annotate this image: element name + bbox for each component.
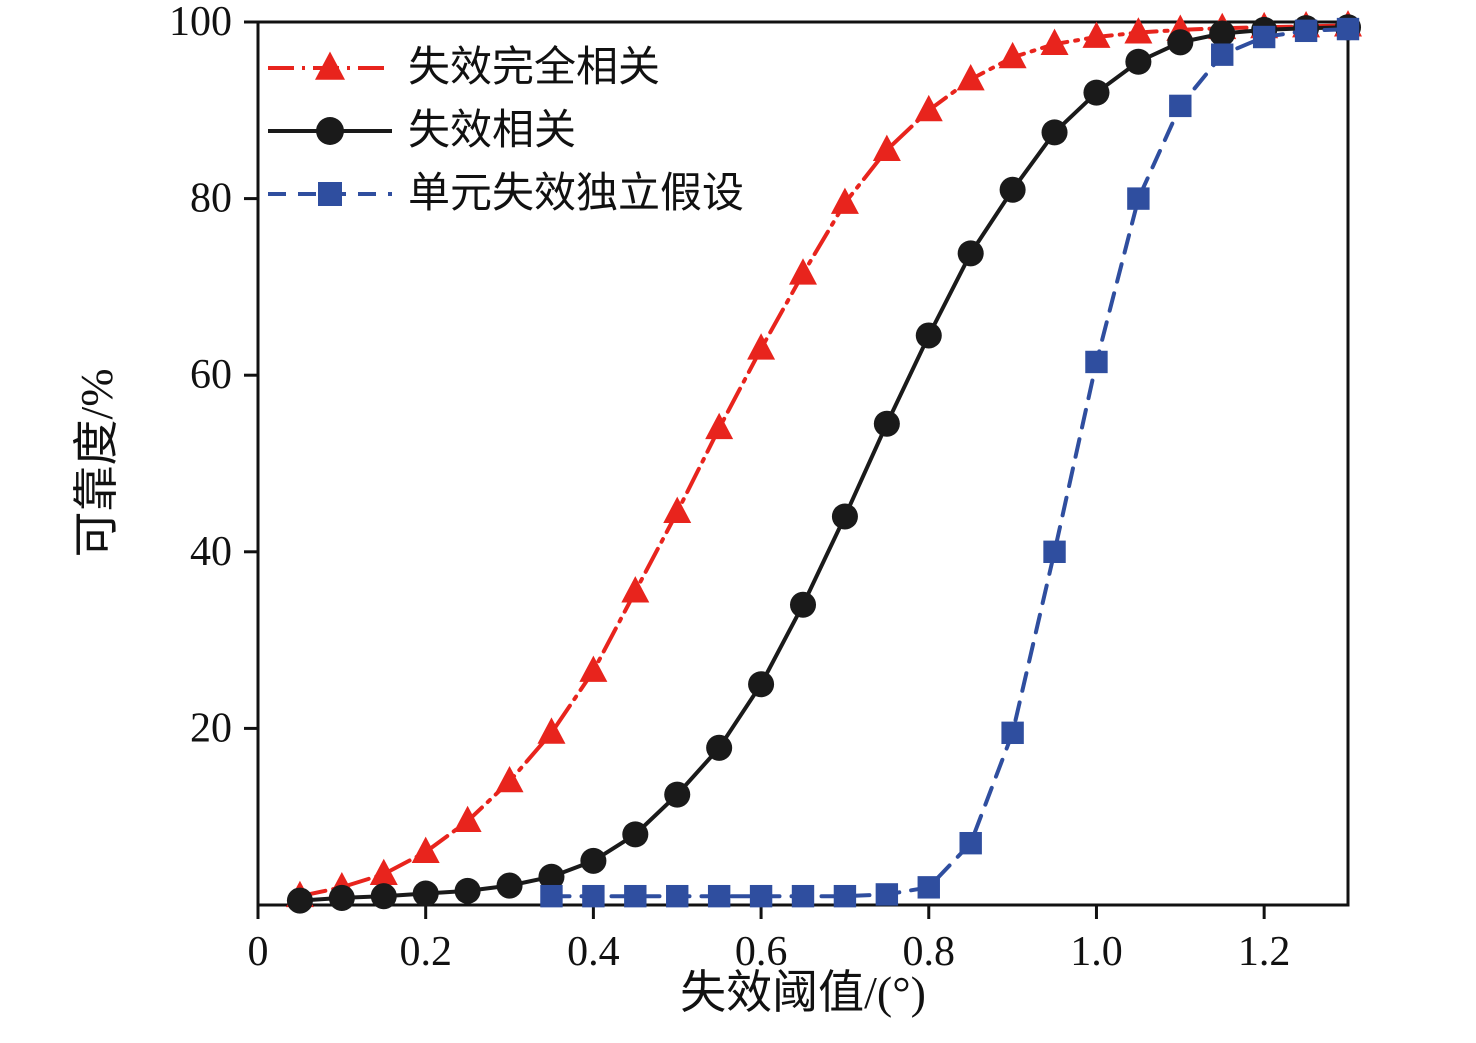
series-marker-1 xyxy=(957,240,984,267)
series-marker-1 xyxy=(286,887,313,914)
series-marker-1 xyxy=(1083,79,1110,106)
series-marker-2 xyxy=(833,884,857,908)
series-marker-0 xyxy=(579,655,608,682)
series-marker-1 xyxy=(1041,119,1068,146)
series-marker-2 xyxy=(1043,540,1066,563)
series-marker-2 xyxy=(1085,350,1108,374)
y-tick-label: 20 xyxy=(190,705,232,751)
series-marker-0 xyxy=(830,187,859,214)
x-tick-label: 1.2 xyxy=(1238,929,1291,975)
series-marker-0 xyxy=(705,412,734,440)
legend-label: 单元失效独立假设 xyxy=(408,170,744,217)
series-marker-0 xyxy=(1040,28,1069,55)
series-marker-0 xyxy=(956,63,985,91)
legend-square-icon xyxy=(318,182,342,206)
y-tick-label: 60 xyxy=(190,352,232,398)
series-marker-2 xyxy=(917,876,940,899)
series-marker-2 xyxy=(666,884,689,908)
series-marker-0 xyxy=(1082,21,1111,48)
series-marker-2 xyxy=(540,884,563,908)
series-marker-0 xyxy=(537,717,566,744)
series-marker-0 xyxy=(1124,17,1153,44)
legend-circle-icon xyxy=(316,117,344,145)
series-marker-0 xyxy=(495,765,524,793)
legend-triangle-icon xyxy=(315,51,345,80)
y-axis-ticks: 20 40 60 80 100 xyxy=(169,0,258,751)
series-marker-2 xyxy=(624,884,647,908)
legend-item: 失效相关 xyxy=(268,108,576,154)
x-tick-label: 0.2 xyxy=(399,929,452,975)
series-marker-2 xyxy=(1001,721,1024,745)
series-marker-0 xyxy=(747,333,776,360)
series-marker-1 xyxy=(999,176,1026,203)
series-marker-1 xyxy=(664,781,691,808)
series-marker-2 xyxy=(791,884,815,908)
series-marker-1 xyxy=(1167,29,1194,56)
y-tick-label: 80 xyxy=(190,176,232,222)
series-marker-0 xyxy=(998,41,1027,69)
series-marker-2 xyxy=(1336,17,1360,41)
series-marker-0 xyxy=(872,134,901,161)
x-axis-label: 失效阈值/(°) xyxy=(680,967,926,1018)
series-marker-2 xyxy=(875,883,899,906)
series-marker-2 xyxy=(1127,187,1150,210)
legend-label: 失效完全相关 xyxy=(408,44,660,91)
series-marker-2 xyxy=(749,884,773,908)
plot-frame xyxy=(256,20,1350,907)
y-axis-label: 可靠度/% xyxy=(71,368,122,557)
x-tick-label: 0.8 xyxy=(903,929,956,975)
series-marker-1 xyxy=(328,884,355,911)
series-marker-1 xyxy=(1125,48,1152,75)
y-tick-label: 40 xyxy=(190,529,232,575)
series-marker-1 xyxy=(915,322,942,349)
legend-label: 失效相关 xyxy=(408,108,576,154)
series-marker-1 xyxy=(538,863,565,890)
series-marker-0 xyxy=(621,576,650,603)
series-marker-1 xyxy=(706,734,733,761)
series-marker-1 xyxy=(831,503,858,530)
series-marker-2 xyxy=(1252,25,1276,49)
series-marker-0 xyxy=(453,805,482,833)
x-tick-label: 0 xyxy=(248,929,269,975)
x-tick-label: 0.4 xyxy=(567,929,620,975)
series-marker-1 xyxy=(580,847,607,874)
series-marker-0 xyxy=(914,94,943,122)
series-marker-0 xyxy=(411,836,440,863)
series-marker-1 xyxy=(789,591,817,618)
series-line-0 xyxy=(297,23,1350,899)
series-marker-0 xyxy=(789,258,817,285)
x-tick-label: 0.6 xyxy=(735,929,788,975)
series-marker-1 xyxy=(412,880,439,907)
series-marker-0 xyxy=(663,496,692,523)
series-marker-1 xyxy=(370,883,397,910)
series-marker-2 xyxy=(582,884,605,908)
x-tick-label: 1.0 xyxy=(1070,929,1123,975)
series-marker-1 xyxy=(622,821,649,848)
series-line-1 xyxy=(297,25,1350,903)
series-line-2 xyxy=(549,27,1350,899)
series-marker-1 xyxy=(454,877,481,904)
series-marker-2 xyxy=(1169,94,1192,118)
series-marker-2 xyxy=(1294,19,1318,43)
legend-item: 失效完全相关 xyxy=(268,44,660,91)
legend-item: 单元失效独立假设 xyxy=(268,170,744,217)
series-marker-0 xyxy=(369,858,398,886)
series-group xyxy=(285,10,1362,914)
series-marker-2 xyxy=(707,884,731,908)
series-marker-1 xyxy=(873,410,900,437)
series-marker-2 xyxy=(959,831,982,855)
series-marker-2 xyxy=(1211,43,1234,66)
series-marker-1 xyxy=(496,872,523,899)
series-marker-1 xyxy=(1209,20,1236,47)
x-axis-ticks: 0 0.2 0.4 0.6 0.8 1.0 1.2 xyxy=(248,905,1291,975)
series-marker-1 xyxy=(748,671,775,698)
y-tick-label: 100 xyxy=(169,0,232,45)
